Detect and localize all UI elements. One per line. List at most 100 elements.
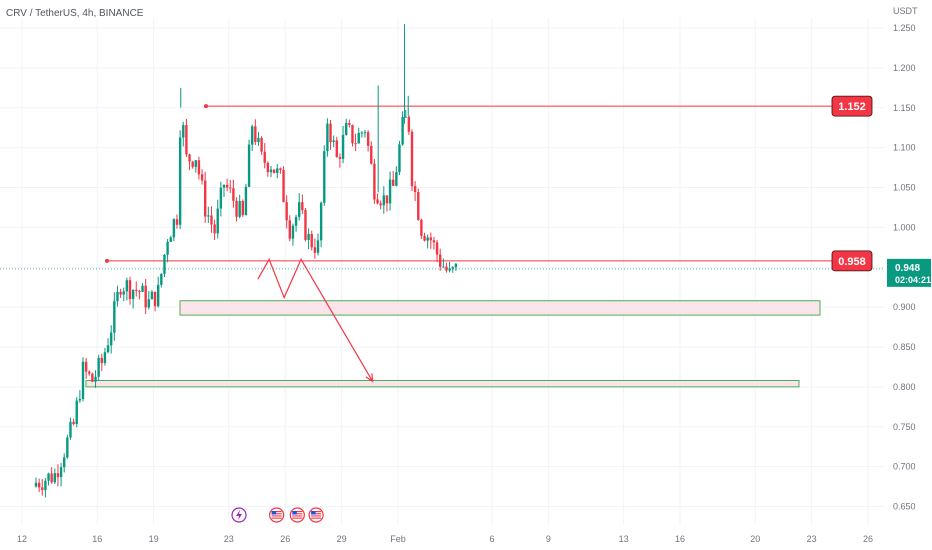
candle-body — [50, 473, 53, 483]
us-flag-icon-stripe — [271, 511, 282, 513]
candle-body — [100, 357, 103, 364]
candle-body — [388, 179, 392, 204]
candle-body — [288, 220, 291, 239]
candle-body — [194, 160, 197, 167]
candle-body — [263, 151, 266, 163]
us-flag-icon-stripe — [271, 517, 282, 519]
candle-body — [413, 186, 417, 193]
time-tick-label: 26 — [863, 534, 873, 544]
candle-body — [451, 267, 454, 269]
candle-body — [307, 233, 310, 240]
candle-body — [323, 151, 326, 203]
candle-body — [376, 199, 379, 204]
candle-body — [247, 144, 251, 187]
time-tick-label: 16 — [675, 534, 685, 544]
price-tick-label: 0.850 — [893, 342, 916, 352]
time-tick-label: 23 — [807, 534, 817, 544]
candle-body — [235, 200, 238, 217]
candle-body — [379, 203, 382, 206]
time-tick-label: Feb — [390, 534, 406, 544]
candle-body — [72, 421, 75, 425]
candle-body — [439, 254, 442, 267]
us-flag-icon[interactable] — [308, 507, 324, 523]
time-tick-label: 6 — [489, 534, 494, 544]
candle-body — [178, 137, 182, 225]
candle-body — [122, 291, 125, 295]
candle-body — [373, 163, 376, 200]
us-flag-icon[interactable] — [289, 507, 305, 523]
candle-body — [41, 487, 44, 490]
candle-body — [182, 125, 185, 138]
candle-body — [435, 242, 439, 255]
current-price-tag — [887, 258, 931, 287]
currency-label: USDT — [893, 6, 918, 16]
price-tick-label: 0.750 — [893, 422, 916, 432]
us-flag-icon-ring — [308, 507, 324, 523]
candle-body — [225, 184, 229, 188]
candle-body — [75, 400, 78, 425]
candle-body — [282, 169, 285, 203]
horizontal-levels — [105, 104, 832, 263]
candle-body — [56, 473, 60, 478]
us-flag-icon-stripe — [311, 517, 322, 519]
candle-body — [47, 473, 50, 481]
candle-body — [141, 285, 144, 292]
candle-body — [260, 137, 263, 152]
support-zone-lower — [85, 379, 800, 388]
candle-body — [298, 202, 301, 217]
candle-body — [110, 332, 113, 346]
event-icons[interactable] — [231, 507, 324, 523]
price-tick-label: 0.800 — [893, 382, 916, 392]
price-tick-label: 1.000 — [893, 222, 916, 232]
candle-body — [392, 179, 395, 186]
candle-body — [357, 132, 360, 144]
time-axis[interactable]: 12 16 19 23 26 29 Feb 6 9 13 16 20 23 26 — [17, 534, 873, 544]
candle-body — [163, 254, 166, 274]
candle-body — [448, 268, 451, 271]
candle-body — [310, 233, 313, 248]
candle-body — [341, 134, 345, 159]
candle-body — [401, 116, 404, 145]
candle-body — [326, 123, 329, 152]
candle-body — [407, 116, 411, 132]
candle-body — [269, 169, 273, 173]
candle-body — [266, 162, 270, 173]
level-tag-label: 0.958 — [838, 256, 866, 268]
us-flag-icon-stripe — [311, 513, 322, 515]
us-flag-icon[interactable] — [269, 507, 285, 523]
projection-line — [257, 257, 374, 382]
candle-body — [345, 122, 348, 135]
candle-body — [147, 299, 150, 308]
candle-body — [191, 161, 194, 167]
candle-body — [229, 187, 232, 189]
candle-body — [426, 237, 429, 241]
candle-body — [197, 160, 201, 175]
candle-body — [119, 291, 122, 295]
candle-body — [432, 240, 436, 243]
candle-body — [294, 216, 298, 226]
us-flag-icon-canton — [311, 511, 316, 515]
candle-body — [370, 145, 373, 164]
candle-body — [276, 168, 279, 173]
candle-body — [454, 263, 458, 268]
level-tag-label: 1.152 — [838, 101, 866, 113]
candle-body — [103, 352, 107, 364]
time-tick-label: 20 — [750, 534, 760, 544]
candle-body — [53, 473, 56, 483]
time-tick-label: 13 — [619, 534, 629, 544]
price-axis[interactable]: USDT 1.2501.2001.1501.1001.0501.0000.950… — [893, 6, 918, 512]
chart-title: CRV / TetherUS, 4h, BINANCE — [6, 8, 144, 19]
candle-body — [360, 132, 364, 134]
candle-body — [238, 201, 241, 217]
level-anchor — [204, 104, 208, 109]
candle-body — [429, 237, 432, 241]
candle-body — [363, 132, 367, 134]
candle-body — [113, 301, 116, 333]
lightning-icon[interactable] — [231, 507, 247, 523]
candle-body — [410, 131, 414, 187]
candle-body — [319, 202, 323, 241]
candle-body — [279, 168, 282, 170]
grid — [0, 18, 885, 524]
candle-body — [251, 126, 254, 145]
